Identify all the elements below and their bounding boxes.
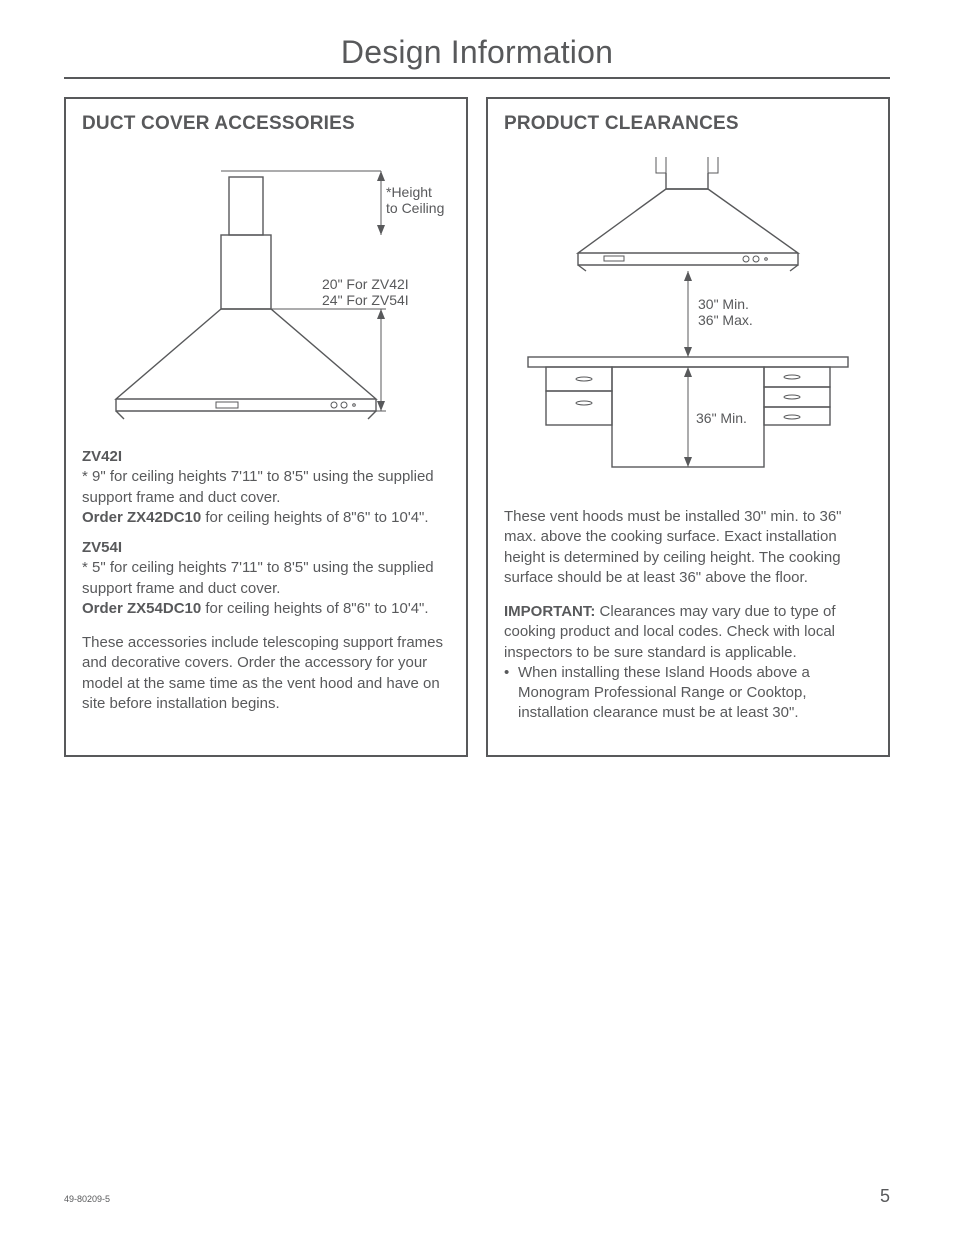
footer: 49-80209-5 5 xyxy=(64,1186,890,1207)
zv54-note: * 5" for ceiling heights 7'11" to 8'5" u… xyxy=(82,558,450,599)
clearances-important: IMPORTANT: Clearances may vary due to ty… xyxy=(504,602,872,663)
height-label-1: *Height xyxy=(386,184,432,200)
product-clearances-box: PRODUCT CLEARANCES 30" xyxy=(486,97,890,757)
zv42-head: ZV42I xyxy=(82,447,450,467)
zv42-note-text: * 9" for ceiling heights 7'11" to 8'5" u… xyxy=(82,468,434,505)
columns: DUCT COVER ACCESSORIES xyxy=(64,97,890,757)
clearances-bullet: When installing these Island Hoods above… xyxy=(504,663,872,724)
important-bold: IMPORTANT: xyxy=(504,603,595,620)
height-label-2: to Ceiling xyxy=(386,200,444,216)
page: Design Information DUCT COVER ACCESSORIE… xyxy=(0,0,954,1235)
dim-zv42: 20" For ZV42I xyxy=(322,276,409,292)
clearances-para1: These vent hoods must be installed 30" m… xyxy=(504,507,872,588)
zv42-order-bold: Order ZX42DC10 xyxy=(82,509,201,526)
gap-min: 30" Min. xyxy=(698,296,749,312)
gap-max: 36" Max. xyxy=(698,312,753,328)
zv54-note-text: * 5" for ceiling heights 7'11" to 8'5" u… xyxy=(82,559,434,596)
floor-min: 36" Min. xyxy=(696,410,747,426)
zv54-order-rest: for ceiling heights of 8"6" to 10'4". xyxy=(201,600,428,617)
zv54-head: ZV54I xyxy=(82,538,450,558)
left-footer-para: These accessories include telescoping su… xyxy=(82,633,450,714)
zv42-order-rest: for ceiling heights of 8"6" to 10'4". xyxy=(201,509,428,526)
footer-page-number: 5 xyxy=(880,1186,890,1207)
duct-cover-box: DUCT COVER ACCESSORIES xyxy=(64,97,468,757)
zv42-note: * 9" for ceiling heights 7'11" to 8'5" u… xyxy=(82,467,450,508)
duct-cover-heading: DUCT COVER ACCESSORIES xyxy=(82,113,450,135)
page-title: Design Information xyxy=(64,34,890,71)
zv54-order: Order ZX54DC10 for ceiling heights of 8"… xyxy=(82,599,450,619)
left-body: ZV42I * 9" for ceiling heights 7'11" to … xyxy=(82,447,450,714)
zv42-order: Order ZX42DC10 for ceiling heights of 8"… xyxy=(82,508,450,528)
footer-code: 49-80209-5 xyxy=(64,1194,110,1204)
title-rule xyxy=(64,77,890,79)
dim-zv54: 24" For ZV54I xyxy=(322,292,409,308)
zv54-order-bold: Order ZX54DC10 xyxy=(82,600,201,617)
right-body: These vent hoods must be installed 30" m… xyxy=(504,507,872,724)
duct-cover-diagram: *Height to Ceiling 20" For ZV42I 24" For… xyxy=(86,149,446,429)
clearances-heading: PRODUCT CLEARANCES xyxy=(504,113,872,135)
clearances-diagram: 30" Min. 36" Max. xyxy=(508,149,868,489)
